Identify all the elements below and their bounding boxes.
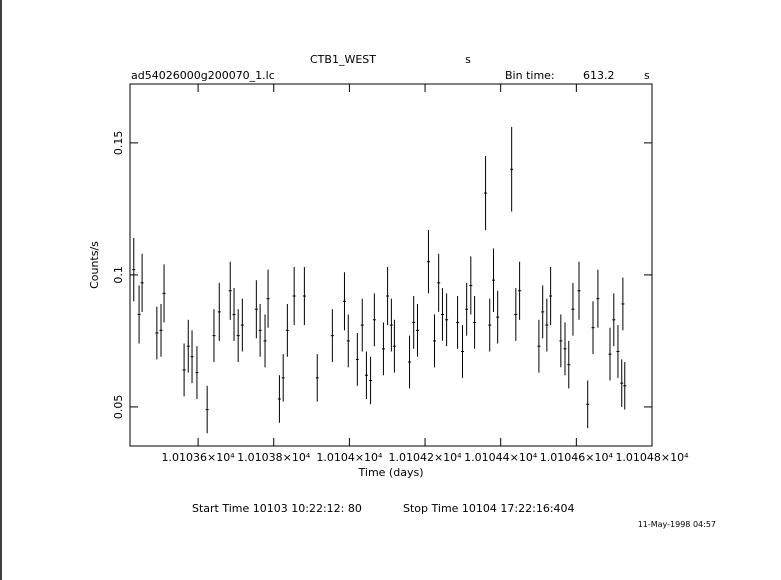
- x-axis-label: Time (days): [358, 466, 424, 479]
- bin-time: 613.2: [583, 69, 615, 82]
- date-stamp: 11-May-1998 04:57: [638, 520, 716, 529]
- start-time: Start Time 10103 10:22:12: 80: [192, 502, 362, 515]
- subtitle: ad54026000g200070_1.lc: [131, 69, 275, 82]
- x-tick-label: 1.01046×10⁴: [540, 451, 614, 464]
- x-tick-label: 1.0104×10⁴: [316, 451, 383, 464]
- x-tick-label: 1.01044×10⁴: [464, 451, 538, 464]
- x-tick-label: 1.01036×10⁴: [162, 451, 236, 464]
- title-unit: s: [465, 53, 471, 66]
- x-tick-label: 1.01048×10⁴: [615, 451, 689, 464]
- stop-time: Stop Time 10104 17:22:16:404: [403, 502, 575, 515]
- y-tick-label: 0.1: [112, 266, 125, 284]
- y-tick-label: 0.15: [112, 131, 125, 156]
- x-tick-label: 1.01038×10⁴: [237, 451, 311, 464]
- bin-time-label: Bin time:: [505, 69, 555, 82]
- plot-frame: [129, 83, 653, 447]
- y-tick-label: 0.05: [112, 395, 125, 420]
- y-axis-label: Counts/s: [88, 241, 101, 289]
- bin-time-unit: s: [644, 69, 650, 82]
- x-tick-label: 1.01042×10⁴: [388, 451, 462, 464]
- chart-title: CTB1_WEST: [310, 53, 376, 66]
